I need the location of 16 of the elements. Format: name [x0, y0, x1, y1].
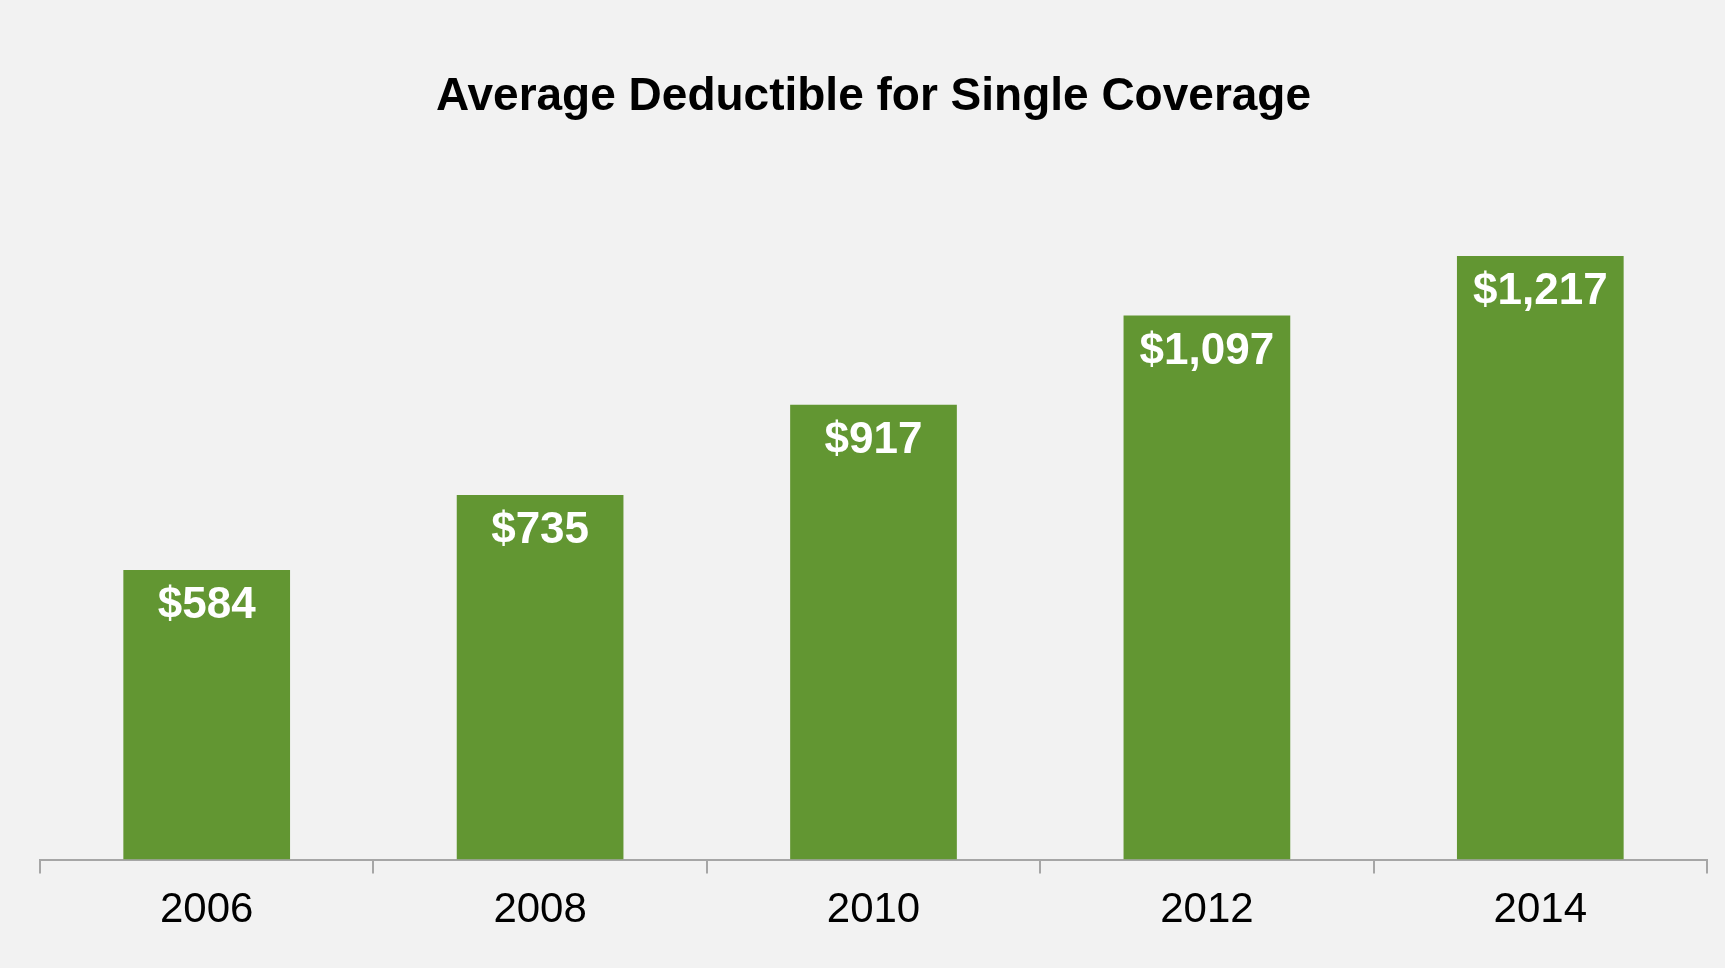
x-tick-label: 2012: [1160, 884, 1254, 932]
bar: [1123, 315, 1291, 860]
x-tick-label: 2010: [826, 884, 921, 932]
data-label: $1,217: [1473, 264, 1608, 314]
bar: [1456, 255, 1624, 860]
bar: [790, 404, 957, 860]
chart-title: Average Deductible for Single Coverage: [435, 68, 1312, 121]
bar: [456, 495, 624, 860]
data-label: $735: [491, 503, 590, 553]
data-label: $917: [824, 412, 923, 462]
data-label: $584: [157, 578, 257, 628]
x-tick-label: 2008: [493, 884, 587, 932]
bar: [123, 569, 291, 860]
data-label: $1,097: [1139, 323, 1275, 373]
x-tick-label: 2006: [159, 884, 254, 932]
x-tick-label: 2014: [1493, 884, 1588, 932]
